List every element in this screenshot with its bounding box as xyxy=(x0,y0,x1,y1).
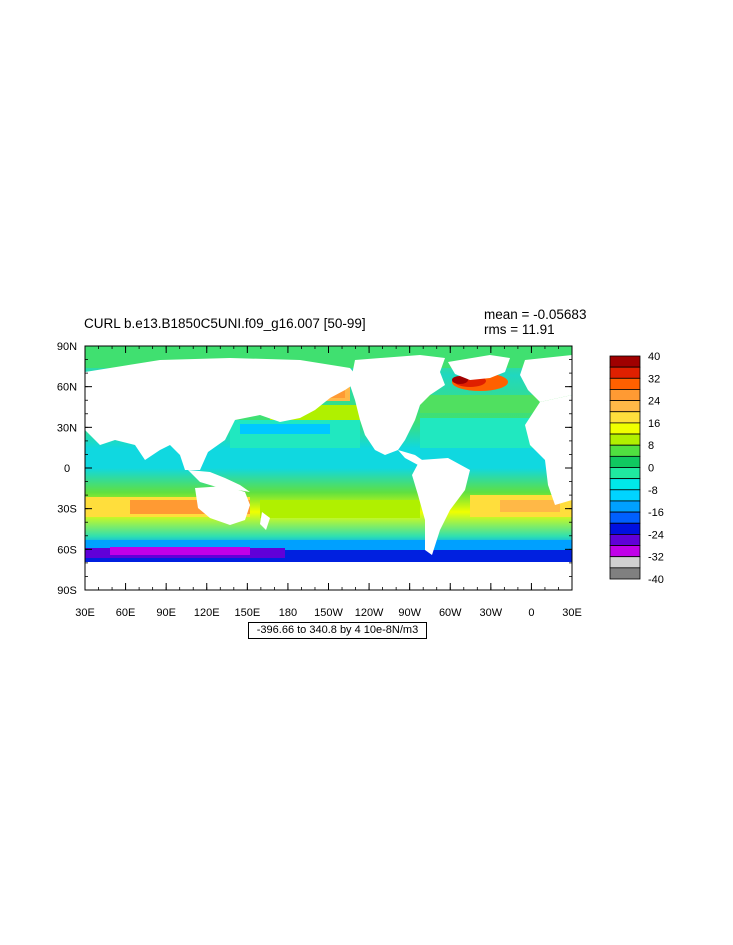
lat-tick-label: 90N xyxy=(57,341,77,353)
colorbar-label: 0 xyxy=(648,463,654,475)
colorbar-swatch xyxy=(609,478,641,491)
colorbar-swatch xyxy=(609,534,641,546)
lat-tick-label: 90S xyxy=(57,585,77,597)
colorbar-swatch xyxy=(609,355,641,368)
lat-tick-label: 60N xyxy=(57,382,77,394)
colorbar-swatch xyxy=(609,444,641,457)
rms-stat: rms = 11.91 xyxy=(484,322,555,337)
colorbar-swatch xyxy=(609,433,641,446)
colorbar-swatch xyxy=(609,467,641,480)
colorbar-swatch xyxy=(609,511,641,524)
colorbar-swatch xyxy=(609,366,641,379)
lon-tick-label: 150E xyxy=(234,607,260,619)
colorbar-swatch xyxy=(609,556,641,569)
lon-tick-label: 30W xyxy=(480,607,503,619)
lon-tick-label: 90E xyxy=(156,607,176,619)
mean-stat: mean = -0.05683 xyxy=(484,307,587,322)
lon-tick-label: 60W xyxy=(439,607,462,619)
colorbar-swatch xyxy=(609,377,641,390)
colorbar-label: -24 xyxy=(648,529,664,541)
colorbar-label: -8 xyxy=(648,485,658,497)
colorbar-swatch xyxy=(609,545,641,558)
lat-tick-label: 0 xyxy=(64,463,70,475)
lon-tick-label: 60E xyxy=(116,607,136,619)
plot-title: CURL b.e13.B1850C5UNI.f09_g16.007 [50-99… xyxy=(84,316,366,331)
colorbar: 40 32 24 16 8 0 -8 -16 -24 -32 -40 xyxy=(609,351,664,586)
colorbar-swatch xyxy=(609,522,641,535)
colorbar-label: -16 xyxy=(648,507,664,519)
colorbar-swatch xyxy=(609,389,641,402)
colorbar-swatch xyxy=(609,455,641,468)
colorbar-swatch xyxy=(609,400,641,413)
colorbar-label: 8 xyxy=(648,440,654,452)
lon-tick-label: 30E xyxy=(75,607,95,619)
lat-tick-label: 30S xyxy=(57,504,77,516)
colorbar-swatch xyxy=(609,411,641,424)
lon-tick-label: 0 xyxy=(528,607,534,619)
lon-tick-label: 30E xyxy=(562,607,582,619)
colorbar-swatch xyxy=(609,500,641,513)
colorbar-swatch xyxy=(609,489,641,502)
contour-caption: -396.66 to 340.8 by 4 10e-8N/m3 xyxy=(248,622,427,639)
colorbar-label: 32 xyxy=(648,373,660,385)
lon-tick-label: 150W xyxy=(314,607,343,619)
colorbar-label: -32 xyxy=(648,552,664,564)
colorbar-label: -40 xyxy=(648,574,664,586)
lon-tick-label: 180 xyxy=(279,607,297,619)
colorbar-label: 24 xyxy=(648,396,660,408)
colorbar-label: 40 xyxy=(648,351,660,363)
colorbar-label: 16 xyxy=(648,418,660,430)
lat-tick-label: 60S xyxy=(57,544,77,556)
colorbar-swatch xyxy=(609,422,641,435)
latitude-axis: 90N 60N 30N 0 30S 60S 90S xyxy=(57,341,572,597)
colorbar-swatch xyxy=(609,567,641,580)
lat-tick-label: 30N xyxy=(57,422,77,434)
lon-tick-label: 120W xyxy=(355,607,384,619)
lon-tick-label: 90W xyxy=(398,607,421,619)
lon-tick-label: 120E xyxy=(194,607,220,619)
longitude-axis: 30E 60E 90E 120E 150E 180 150W 120W 90W 60W 30W 0 30… xyxy=(75,346,582,619)
